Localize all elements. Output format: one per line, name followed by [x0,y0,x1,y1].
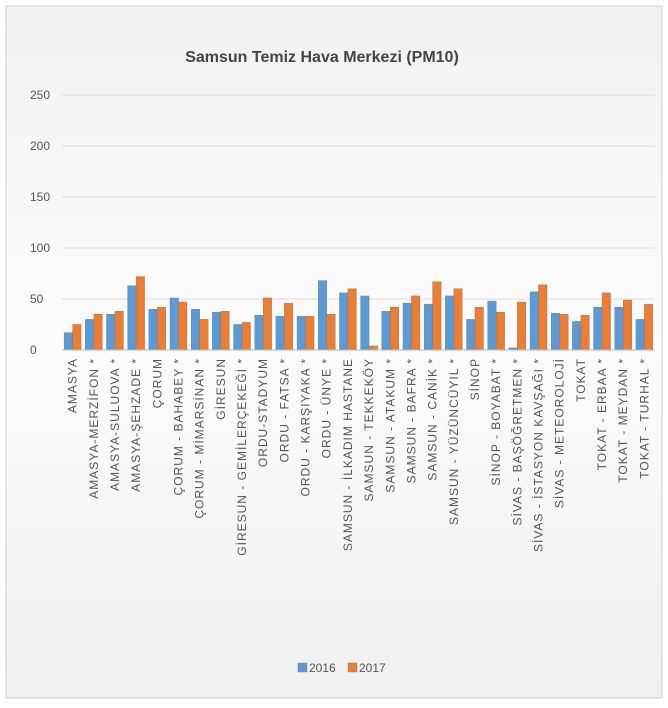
y-tick-label: 200 [30,139,50,153]
bar [623,299,632,351]
x-tick-label: ÇORUM [150,358,164,408]
bar [368,345,378,351]
y-tick-label: 0 [30,343,37,357]
bar [148,309,158,351]
x-tick-label: ORDU-STADYUM [256,358,270,467]
x-tick-label: SAMSUN - TEKKEKÖY [362,358,376,501]
bar [254,315,264,351]
chart-title: Samsun Temiz Hava Merkezi (PM10) [185,49,459,66]
legend-swatch [297,662,308,673]
x-tick-label: AMASYA [66,358,80,413]
bar [453,288,463,351]
x-tick-label: SİNOP [468,358,482,400]
bar [199,319,209,351]
bar [551,313,560,351]
bar [559,314,569,351]
x-tick-label: SİVAS - İSTASYON KAVŞAĞI * [531,358,546,552]
x-tick-label: AMASYA-MERZİFON * [87,358,101,499]
bar [614,306,624,351]
bar [601,292,611,351]
bar [390,306,399,351]
x-tick-label: TOKAT - TURHAL * [637,358,651,479]
x-tick-label: ORDU - FATSA * [277,358,291,462]
bar [538,284,548,351]
bar [445,295,455,351]
x-tick-label: SAMSUN - ATAKUM * [383,358,397,493]
bar [296,316,306,351]
chart-background [5,5,663,699]
x-tick-label: ORDU - KARŞIYAKA * [299,358,313,496]
legend-label: 2016 [309,661,336,675]
x-tick-label: ÇORUM - MİMARSİNAN * [193,358,207,519]
bar [305,316,315,351]
bar [381,311,391,351]
bar [178,301,188,351]
bar [466,319,476,351]
x-tick-label: ÇORUM - BAHABEY * [171,358,185,495]
bar [106,314,116,351]
bar [275,316,285,351]
y-tick-label: 100 [30,241,50,255]
bar [347,288,357,351]
bar [93,314,103,351]
bar [233,324,243,351]
x-tick-label: SAMSUN - CANİK * [426,358,440,481]
bar [262,297,272,351]
legend-swatch [347,662,358,673]
bar [360,295,370,351]
bar [135,276,145,351]
bar [495,312,505,351]
bar [487,300,497,351]
bar [432,281,442,351]
bar [529,291,539,351]
bar [474,306,484,351]
bar [127,285,137,351]
y-tick-label: 50 [30,292,44,306]
x-tick-label: SAMSUN - YÜZÜNCÜYIL * [447,358,461,525]
y-tick-label: 150 [30,190,50,204]
x-tick-label: SAMSUN - İLKADIM HASTANE [341,358,355,551]
x-tick-label: SİVAS - METEOROLOJİ [553,358,567,508]
bar [63,332,73,351]
bar [644,303,654,351]
bar [411,295,421,351]
bar [572,321,582,351]
bar [190,309,200,351]
bar [284,302,294,351]
bar [635,319,645,351]
bar [423,303,433,351]
bar [212,312,222,351]
x-tick-label: SAMSUN - BAFRA * [404,358,418,483]
bar [580,315,590,351]
bar [169,297,179,351]
bar [85,319,94,351]
x-tick-label: ORDU - ÜNYE * [320,358,334,458]
bar [339,292,349,351]
bar [402,302,412,351]
bar [241,322,251,351]
x-tick-label: AMASYA-SULUOVA * [108,358,122,491]
bar [72,324,82,351]
x-tick-label: SİVAS - BAŞÖĞRETMEN * [509,358,524,525]
x-tick-label: SİNOP - BOYABAT * [489,358,503,485]
bar [593,306,603,351]
bar [517,301,527,351]
bar [318,280,327,351]
x-tick-label: GİRESUN [214,358,228,420]
bar [326,314,336,351]
x-tick-label: TOKAT - MEYDAN * [616,358,630,483]
x-tick-label: GİRESUN - GEMİLERÇEKEĞİ * [234,358,249,556]
bar [157,306,166,351]
y-tick-label: 250 [30,88,50,102]
legend-label: 2017 [359,661,386,675]
bar [114,311,124,351]
bar [220,311,230,351]
x-tick-label: AMASYA-ŞEHZADE * [129,358,143,492]
x-tick-label: TOKAT - ERBAA * [595,358,609,470]
x-tick-label: TOKAT [574,358,588,402]
